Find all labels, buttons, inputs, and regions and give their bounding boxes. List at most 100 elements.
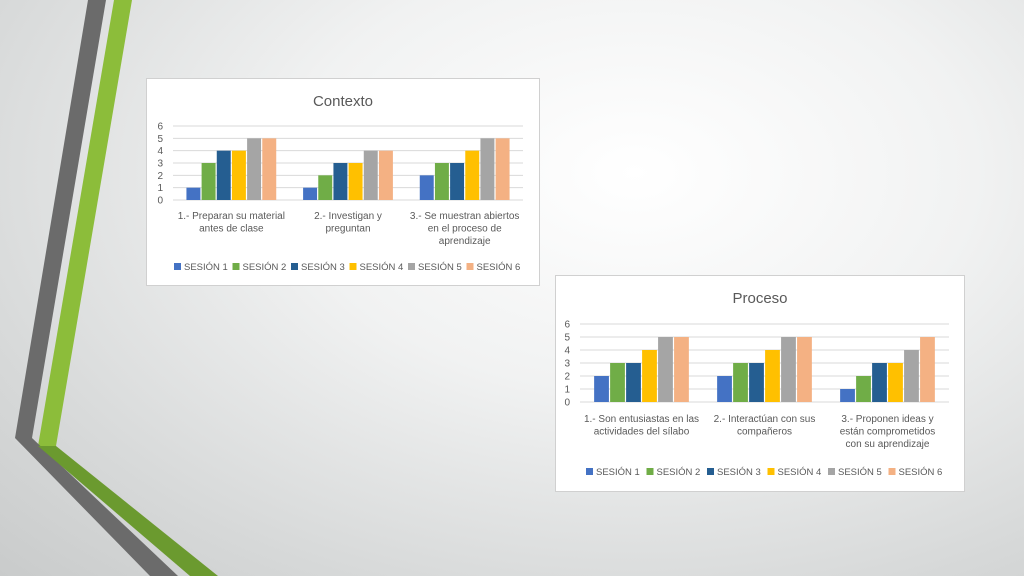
decor-green-diagonal bbox=[38, 446, 218, 576]
chart-contexto: Contexto 0 1 2 3 4 5 6 1.- Preparan su material a… bbox=[146, 78, 540, 286]
bar-3-2 bbox=[333, 163, 348, 200]
chart-title: Proceso bbox=[732, 290, 787, 307]
legend-label: SESIÓN 4 bbox=[778, 467, 822, 478]
y-tick-label: 3 bbox=[564, 359, 570, 370]
legend-label: SESIÓN 3 bbox=[717, 467, 761, 478]
legend-swatch bbox=[291, 263, 298, 270]
legend-swatch bbox=[767, 468, 775, 475]
category-label: 1.- Preparan su material antes de clase bbox=[178, 211, 285, 235]
bar-2-3 bbox=[856, 376, 871, 402]
bar-6-3 bbox=[495, 138, 510, 200]
bar-5-3 bbox=[904, 350, 919, 402]
bar-4-1 bbox=[231, 150, 246, 200]
legend-label: SESIÓN 1 bbox=[184, 262, 228, 273]
legend-label: SESIÓN 2 bbox=[243, 262, 287, 273]
category-label-line: aprendizaje bbox=[439, 236, 491, 247]
legend-swatch bbox=[349, 263, 357, 270]
category-label-line: actividades del sílabo bbox=[594, 427, 690, 438]
bar-5-3 bbox=[480, 138, 495, 200]
category-label-line: 1.- Son entusiastas en las bbox=[584, 414, 699, 425]
bar-3-2 bbox=[749, 363, 764, 402]
y-tick-label: 6 bbox=[157, 122, 163, 133]
y-tick-label: 3 bbox=[157, 159, 163, 170]
bar-4-2 bbox=[765, 350, 780, 402]
y-tick-label: 6 bbox=[564, 320, 570, 331]
chart-proceso: Proceso 0 1 2 3 4 5 6 1.- Son entusiastas en las… bbox=[555, 275, 965, 492]
bar-1-1 bbox=[186, 187, 201, 200]
bar-5-2 bbox=[363, 150, 378, 200]
legend-label: SESIÓN 2 bbox=[657, 467, 701, 478]
legend-label: SESIÓN 3 bbox=[301, 262, 345, 273]
category-label-line: con su aprendizaje bbox=[846, 439, 930, 450]
legend-label: SESIÓN 6 bbox=[477, 262, 521, 273]
y-tick-label: 0 bbox=[564, 398, 570, 409]
category-label-line: preguntan bbox=[325, 224, 370, 235]
decor-gray-diagonal bbox=[15, 438, 178, 576]
y-tick-label: 1 bbox=[564, 385, 570, 396]
bar-2-2 bbox=[318, 175, 333, 200]
y-tick-label: 5 bbox=[157, 134, 163, 145]
category-label-line: 2.- Interactúan con sus bbox=[714, 414, 816, 425]
category-label: 3.- Se muestran abiertos en el proceso de… bbox=[410, 211, 519, 247]
y-tick-label: 2 bbox=[564, 372, 570, 383]
bar-6-1 bbox=[674, 337, 689, 402]
decor-gray-bar bbox=[15, 0, 106, 438]
bar-1-3 bbox=[840, 389, 855, 402]
bar-3-1 bbox=[626, 363, 641, 402]
legend-swatch bbox=[888, 468, 896, 475]
bar-4-2 bbox=[348, 163, 363, 200]
bar-2-2 bbox=[733, 363, 748, 402]
category-label: 2.- Interactúan con sus compañeros bbox=[714, 414, 816, 438]
y-tick-label: 1 bbox=[157, 183, 163, 194]
y-tick-label: 2 bbox=[157, 171, 163, 182]
bar-5-2 bbox=[781, 337, 796, 402]
category-label-line: compañeros bbox=[737, 427, 792, 438]
legend-label: SESIÓN 5 bbox=[838, 467, 882, 478]
bar-6-2 bbox=[378, 150, 393, 200]
bar-1-3 bbox=[419, 175, 434, 200]
legend-swatch bbox=[707, 468, 714, 475]
bar-6-2 bbox=[797, 337, 812, 402]
bar-2-1 bbox=[610, 363, 625, 402]
chart-contexto-svg: Contexto 0 123 456 1.- Preparan su material a… bbox=[157, 93, 523, 273]
bar-3-1 bbox=[216, 150, 231, 200]
bar-5-1 bbox=[658, 337, 673, 402]
bar-5-1 bbox=[247, 138, 262, 200]
legend-label: SESIÓN 1 bbox=[596, 467, 640, 478]
bar-6-3 bbox=[920, 337, 935, 402]
bar-4-3 bbox=[465, 150, 480, 200]
y-tick-label: 4 bbox=[157, 146, 163, 157]
category-label: 2.- Investigan y preguntan bbox=[314, 211, 382, 235]
category-label-line: están comprometidos bbox=[840, 427, 936, 438]
y-tick-label: 4 bbox=[564, 346, 570, 357]
bar-4-1 bbox=[642, 350, 657, 402]
legend-swatch bbox=[408, 263, 415, 270]
legend-swatch bbox=[586, 468, 593, 475]
category-label-line: 2.- Investigan y bbox=[314, 211, 382, 222]
category-label-line: 3.- Proponen ideas y bbox=[841, 414, 933, 425]
category-label-line: 1.- Preparan su material bbox=[178, 211, 285, 222]
bar-3-3 bbox=[872, 363, 887, 402]
y-tick-label: 0 bbox=[157, 196, 163, 207]
legend-swatch bbox=[646, 468, 654, 475]
chart-proceso-svg: Proceso 0 1 2 3 4 5 6 1.- Son entusiastas en las… bbox=[564, 290, 949, 478]
category-label-line: antes de clase bbox=[199, 224, 264, 235]
bar-4-3 bbox=[888, 363, 903, 402]
legend-swatch bbox=[828, 468, 835, 475]
legend-label: SESIÓN 5 bbox=[418, 262, 462, 273]
category-label: 3.- Proponen ideas y están comprometidos c… bbox=[840, 414, 936, 450]
bar-3-3 bbox=[450, 163, 465, 200]
category-label-line: en el proceso de bbox=[428, 224, 502, 235]
legend-swatch bbox=[232, 263, 240, 270]
chart-title: Contexto bbox=[313, 93, 373, 110]
decor-green-bar bbox=[38, 0, 132, 446]
bar-1-2 bbox=[717, 376, 732, 402]
bar-2-3 bbox=[434, 163, 449, 200]
legend-swatch bbox=[174, 263, 181, 270]
legend-label: SESIÓN 4 bbox=[360, 262, 404, 273]
category-label-line: 3.- Se muestran abiertos bbox=[410, 211, 519, 222]
category-label: 1.- Son entusiastas en las actividades de… bbox=[584, 414, 699, 438]
legend-swatch bbox=[466, 263, 474, 270]
y-tick-label: 5 bbox=[564, 333, 570, 344]
